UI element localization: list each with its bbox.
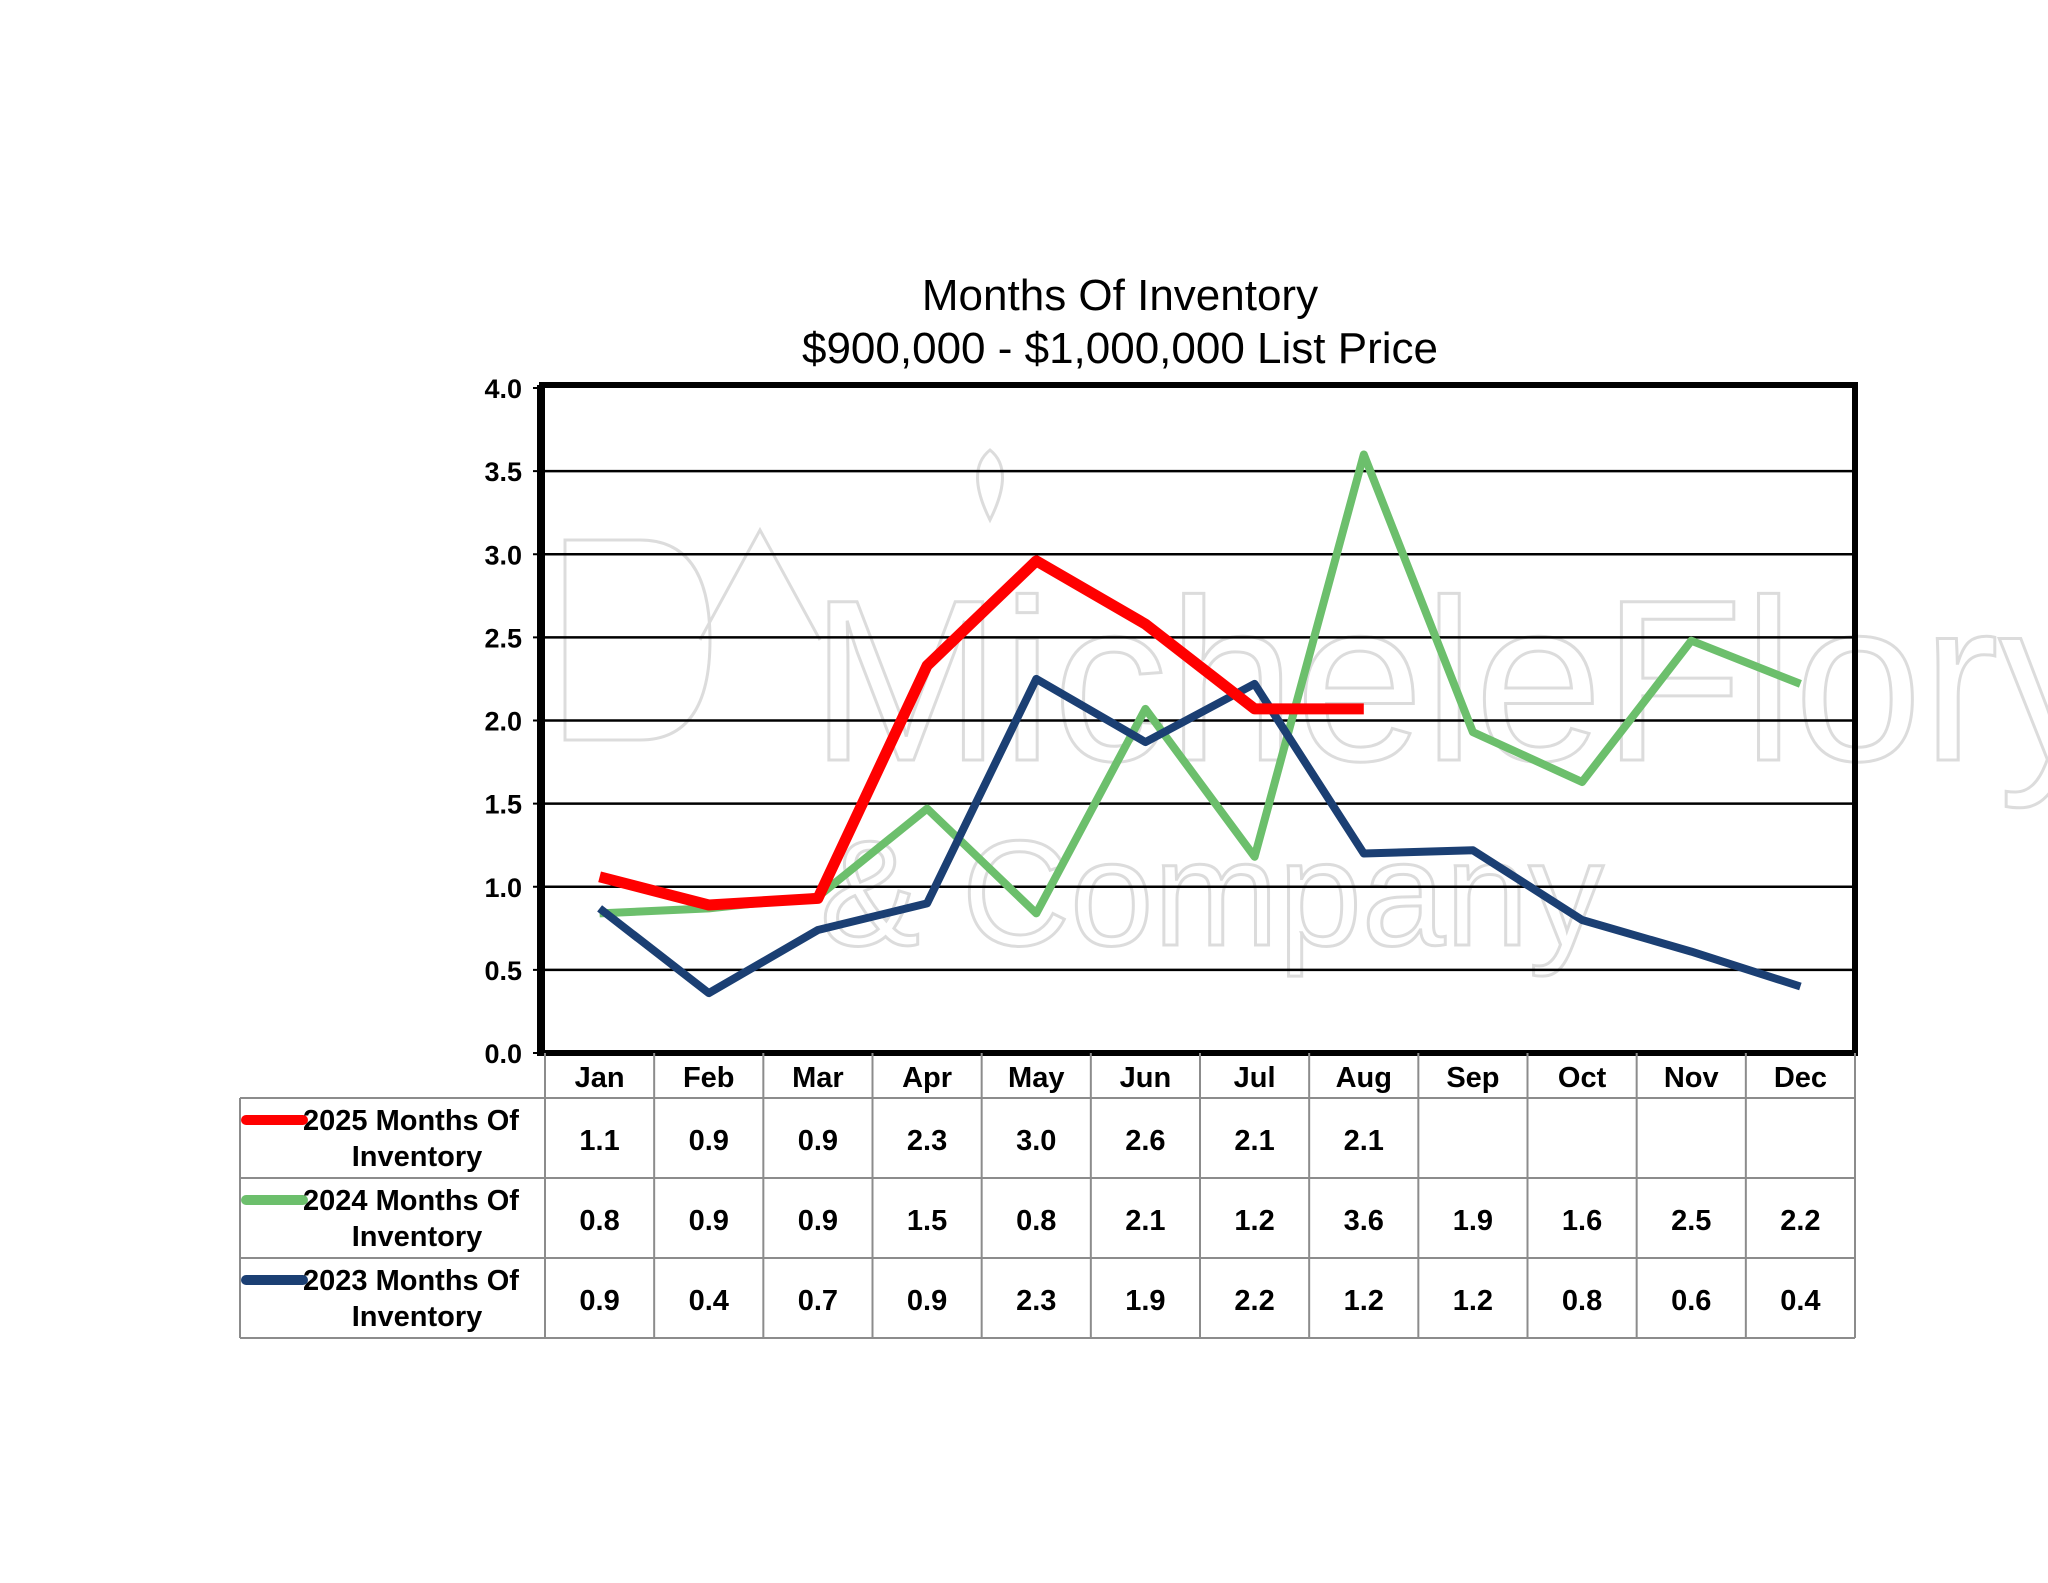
table-cell-value: 1.6 — [1562, 1205, 1602, 1237]
table-cell-value: 0.8 — [1016, 1205, 1056, 1237]
x-tick-label: Jun — [1120, 1062, 1172, 1094]
legend-label: 2023 Months Of — [303, 1265, 519, 1297]
table-cell-value: 0.4 — [1780, 1285, 1820, 1317]
table-cell-value: 0.8 — [1562, 1285, 1602, 1317]
x-tick-label: Aug — [1336, 1062, 1392, 1094]
table-cell-value: 1.9 — [1453, 1205, 1493, 1237]
table-cell-value: 2.5 — [1671, 1205, 1711, 1237]
table-cell-value: 0.9 — [579, 1285, 619, 1317]
y-tick-label: 1.5 — [484, 790, 522, 820]
y-tick-label: 2.0 — [484, 707, 522, 737]
table-cell-value: 2.6 — [1125, 1125, 1165, 1157]
legend-label: Inventory — [352, 1301, 483, 1333]
table-cell-value: 3.0 — [1016, 1125, 1056, 1157]
table-cell-value: 2.1 — [1234, 1125, 1274, 1157]
x-tick-label: Feb — [683, 1062, 735, 1094]
table-cell-value: 0.9 — [689, 1205, 729, 1237]
watermark-text-2: & Company — [820, 809, 1604, 977]
table-cell-value: 0.4 — [689, 1285, 729, 1317]
table-cell-value: 1.2 — [1453, 1285, 1493, 1317]
x-tick-label: Sep — [1446, 1062, 1499, 1094]
table-cell-value: 1.5 — [907, 1205, 947, 1237]
legend-label: Inventory — [352, 1221, 483, 1253]
y-tick-label: 0.0 — [484, 1039, 522, 1069]
table-cell-value: 2.2 — [1234, 1285, 1274, 1317]
y-axis-ticks: 0.0 0.5 1.0 1.5 2.0 2.5 3.0 3.5 4.0 — [484, 374, 541, 1069]
table-cell-value: 0.9 — [689, 1125, 729, 1157]
table-cell-value: 0.6 — [1671, 1285, 1711, 1317]
legend-label: 2024 Months Of — [303, 1185, 519, 1217]
y-tick-label: 3.0 — [484, 540, 522, 570]
x-tick-label: Oct — [1558, 1062, 1607, 1094]
x-tick-label: Dec — [1774, 1062, 1827, 1094]
table-cell-value: 0.7 — [798, 1285, 838, 1317]
chart-subtitle: $900,000 - $1,000,000 List Price — [802, 324, 1438, 373]
table-cell-value: 1.1 — [579, 1125, 619, 1157]
watermark-text-1: MicheleFlory — [810, 552, 2048, 809]
y-tick-label: 4.0 — [484, 374, 522, 404]
plot-border — [539, 382, 1858, 1056]
table-cell-value: 1.2 — [1344, 1285, 1384, 1317]
y-tick-label: 1.0 — [484, 873, 522, 903]
y-tick-label: 2.5 — [484, 623, 522, 653]
table-cell-value: 2.3 — [1016, 1285, 1056, 1317]
x-tick-label: Jan — [575, 1062, 625, 1094]
chart-title: Months Of Inventory — [922, 271, 1318, 320]
table-cell-value: 2.2 — [1780, 1205, 1820, 1237]
table-cell-value: 1.2 — [1234, 1205, 1274, 1237]
series-line-0 — [598, 555, 1364, 911]
table-cell-value: 2.1 — [1344, 1125, 1384, 1157]
x-tick-label: Nov — [1664, 1062, 1719, 1094]
x-tick-label: Jul — [1234, 1062, 1276, 1094]
data-table: Jan Feb Mar Apr May Jun Jul Aug Sep Oct Nov Dec 2025… — [239, 1053, 1856, 1339]
table-cell-value: 0.9 — [798, 1205, 838, 1237]
legend-label: 2025 Months Of — [303, 1105, 519, 1137]
table-cell-value: 0.9 — [907, 1285, 947, 1317]
x-tick-label: May — [1008, 1062, 1064, 1094]
table-cell-value: 1.9 — [1125, 1285, 1165, 1317]
x-tick-label: Apr — [902, 1062, 952, 1094]
table-cell-value: 0.8 — [579, 1205, 619, 1237]
series-line-2 — [597, 674, 1802, 998]
x-tick-label: Mar — [792, 1062, 844, 1094]
legend-label: Inventory — [352, 1141, 483, 1173]
table-cell-value: 2.3 — [907, 1125, 947, 1157]
table-cell-value: 3.6 — [1344, 1205, 1384, 1237]
watermark-logo: MicheleFlory & Company — [563, 448, 2048, 979]
y-tick-label: 3.5 — [484, 457, 522, 487]
table-cell-value: 2.1 — [1125, 1205, 1165, 1237]
table-cell-value: 0.9 — [798, 1125, 838, 1157]
series-lines — [597, 450, 1802, 998]
y-tick-label: 0.5 — [484, 956, 522, 986]
